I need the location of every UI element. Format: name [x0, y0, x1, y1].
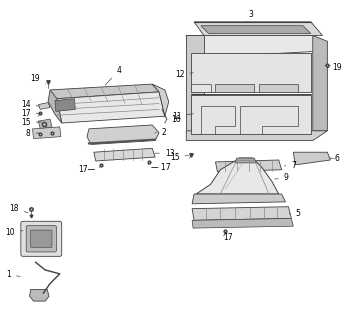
Text: 19: 19: [327, 63, 342, 72]
Text: 7: 7: [284, 161, 296, 170]
Polygon shape: [33, 127, 61, 139]
Polygon shape: [192, 207, 291, 220]
Text: 1: 1: [7, 270, 20, 279]
Text: 10: 10: [5, 228, 23, 237]
Polygon shape: [313, 36, 327, 131]
Polygon shape: [87, 125, 159, 144]
Text: 17—: 17—: [79, 165, 96, 174]
Polygon shape: [55, 99, 75, 111]
Text: 5: 5: [289, 209, 300, 218]
Polygon shape: [201, 26, 311, 34]
Text: 4: 4: [105, 66, 121, 85]
Text: — 17: — 17: [151, 163, 171, 172]
Text: 14: 14: [21, 100, 39, 109]
Text: 8: 8: [26, 129, 39, 138]
Polygon shape: [196, 158, 279, 194]
Polygon shape: [215, 160, 282, 172]
Text: 11: 11: [172, 112, 193, 121]
Text: 17: 17: [223, 233, 233, 242]
Polygon shape: [235, 158, 256, 163]
Polygon shape: [186, 36, 322, 58]
Text: 13: 13: [155, 149, 175, 158]
Polygon shape: [94, 148, 155, 161]
Text: 18: 18: [9, 204, 28, 213]
Polygon shape: [192, 194, 285, 204]
Polygon shape: [192, 218, 293, 228]
FancyBboxPatch shape: [31, 230, 52, 248]
Text: 9: 9: [275, 173, 288, 182]
Polygon shape: [186, 36, 204, 131]
Polygon shape: [191, 53, 311, 92]
Polygon shape: [215, 84, 255, 92]
Polygon shape: [38, 119, 52, 129]
Polygon shape: [194, 22, 322, 36]
Polygon shape: [191, 84, 211, 92]
FancyBboxPatch shape: [21, 221, 62, 256]
Text: 12: 12: [175, 70, 193, 79]
Text: 16: 16: [165, 115, 181, 124]
Text: 17: 17: [21, 109, 39, 118]
Polygon shape: [240, 107, 298, 134]
Text: 19: 19: [31, 74, 46, 84]
Polygon shape: [259, 84, 298, 92]
Polygon shape: [201, 107, 235, 134]
Polygon shape: [50, 84, 159, 99]
Text: 2: 2: [155, 128, 167, 137]
Polygon shape: [48, 90, 62, 123]
Text: 6: 6: [330, 154, 339, 163]
FancyBboxPatch shape: [26, 226, 56, 252]
Polygon shape: [186, 131, 327, 140]
Polygon shape: [57, 92, 165, 123]
Polygon shape: [293, 152, 330, 165]
Polygon shape: [152, 84, 169, 116]
Polygon shape: [191, 95, 311, 134]
Text: 3: 3: [247, 10, 253, 22]
Text: 15: 15: [170, 153, 188, 162]
Polygon shape: [38, 103, 50, 109]
Text: 15: 15: [21, 117, 42, 126]
Polygon shape: [29, 289, 49, 301]
